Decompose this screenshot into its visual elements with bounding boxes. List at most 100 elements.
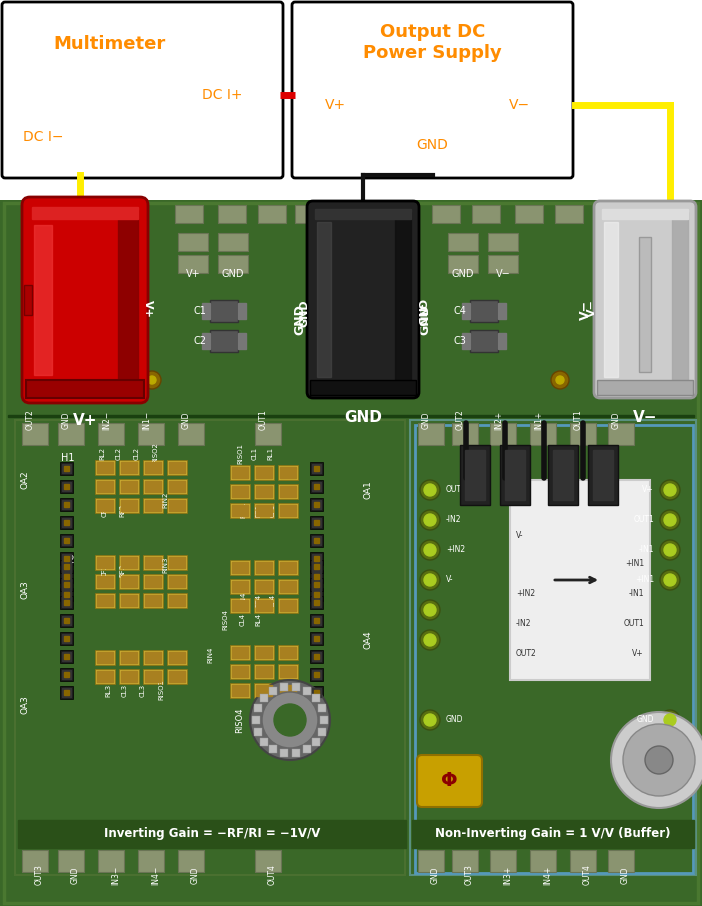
Text: V+: V+ xyxy=(325,98,346,112)
Bar xyxy=(24,285,32,315)
Bar xyxy=(169,671,185,682)
Text: C4: C4 xyxy=(453,306,466,316)
Text: RISO4: RISO4 xyxy=(235,708,244,733)
Bar xyxy=(315,209,411,219)
Text: IN3+: IN3+ xyxy=(503,865,512,884)
Bar xyxy=(60,668,73,681)
Bar xyxy=(280,666,296,677)
Circle shape xyxy=(420,540,440,560)
Bar xyxy=(310,632,323,645)
Bar xyxy=(280,486,296,497)
Bar xyxy=(472,205,500,223)
Text: RIN2: RIN2 xyxy=(162,492,168,508)
Text: H2: H2 xyxy=(61,555,75,565)
Bar xyxy=(143,669,163,684)
Bar xyxy=(278,484,298,499)
Bar xyxy=(280,647,296,658)
Bar xyxy=(314,556,319,561)
Circle shape xyxy=(420,600,440,620)
Bar xyxy=(314,654,319,659)
Circle shape xyxy=(664,574,676,586)
Text: CL2: CL2 xyxy=(134,447,140,459)
Bar xyxy=(555,205,583,223)
Bar xyxy=(64,564,69,569)
Bar xyxy=(530,850,556,872)
Bar xyxy=(169,500,185,511)
Bar xyxy=(60,578,73,591)
Bar xyxy=(314,538,319,543)
Bar xyxy=(64,600,69,605)
Bar xyxy=(254,664,274,679)
Circle shape xyxy=(556,376,564,384)
Bar xyxy=(64,466,69,471)
Text: CF2: CF2 xyxy=(102,504,108,516)
Bar xyxy=(64,672,69,677)
Bar xyxy=(312,572,321,581)
Bar xyxy=(278,579,298,594)
Bar xyxy=(310,516,323,529)
Circle shape xyxy=(424,634,436,646)
Text: OA1: OA1 xyxy=(364,480,373,499)
Text: RISO1: RISO1 xyxy=(237,442,243,464)
Text: RL2: RL2 xyxy=(99,447,105,459)
Bar xyxy=(280,749,288,757)
Bar xyxy=(254,484,274,499)
Bar xyxy=(145,557,161,568)
Bar xyxy=(256,685,272,696)
Text: CL1: CL1 xyxy=(252,447,258,459)
Bar xyxy=(312,598,321,607)
Circle shape xyxy=(424,574,436,586)
Text: GND: GND xyxy=(621,866,630,883)
Bar xyxy=(254,645,274,660)
Bar xyxy=(256,562,272,573)
Bar xyxy=(256,581,272,592)
Bar xyxy=(280,600,296,611)
Bar xyxy=(64,582,69,587)
Text: OA2: OA2 xyxy=(20,471,29,489)
Text: CL3: CL3 xyxy=(122,683,128,697)
Text: IN4+: IN4+ xyxy=(543,865,552,884)
Bar xyxy=(64,556,69,561)
Bar xyxy=(97,652,113,663)
Bar xyxy=(62,652,71,661)
Bar xyxy=(314,672,319,677)
Bar xyxy=(314,592,319,597)
Text: RISO2: RISO2 xyxy=(152,442,158,464)
Bar xyxy=(505,450,525,500)
Bar xyxy=(60,588,73,601)
Text: GND: GND xyxy=(62,411,71,429)
Text: V+: V+ xyxy=(633,650,644,659)
Bar xyxy=(548,445,578,505)
Bar xyxy=(58,423,84,445)
Bar xyxy=(18,820,406,848)
Bar xyxy=(60,498,73,511)
Circle shape xyxy=(611,712,702,808)
Bar xyxy=(60,614,73,627)
Circle shape xyxy=(420,710,440,730)
FancyBboxPatch shape xyxy=(292,2,573,178)
Text: OUT4: OUT4 xyxy=(268,864,277,885)
Bar xyxy=(310,498,323,511)
Bar xyxy=(597,380,693,395)
Bar xyxy=(119,650,139,665)
Bar xyxy=(178,255,208,273)
Text: -IN2: -IN2 xyxy=(516,620,531,629)
Text: +IN1: +IN1 xyxy=(635,575,654,584)
Text: IN4−: IN4− xyxy=(151,865,160,884)
Bar xyxy=(119,498,139,513)
Circle shape xyxy=(262,692,318,748)
Bar xyxy=(448,233,478,251)
Circle shape xyxy=(420,570,440,590)
Bar xyxy=(60,686,73,699)
Bar xyxy=(312,616,321,625)
Bar xyxy=(255,850,281,872)
Bar xyxy=(22,850,48,872)
Bar xyxy=(62,464,71,473)
Text: OA4: OA4 xyxy=(364,631,373,650)
Text: GND: GND xyxy=(422,411,431,429)
Text: V−: V− xyxy=(633,410,657,425)
Text: C3: C3 xyxy=(453,336,466,346)
Bar xyxy=(312,562,321,571)
Bar xyxy=(292,682,300,690)
Circle shape xyxy=(660,710,680,730)
